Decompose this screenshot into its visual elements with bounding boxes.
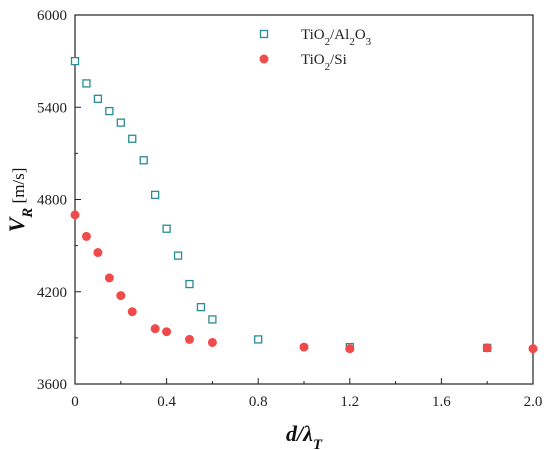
- data-point-square: [70, 56, 80, 66]
- data-point-square: [82, 79, 91, 88]
- legend-marker-circle: [259, 54, 269, 64]
- data-point-square: [105, 106, 114, 116]
- legend-label: TiO2/Al2O3: [301, 27, 372, 48]
- data-point-circle: [81, 231, 91, 241]
- data-point-square: [208, 315, 217, 324]
- data-point-square: [162, 224, 171, 233]
- y-tick-label: 5400: [37, 100, 67, 116]
- data-point-square: [128, 134, 137, 143]
- data-point-square: [150, 190, 160, 200]
- legend-marker-square: [259, 29, 269, 39]
- data-point-circle: [93, 248, 103, 258]
- data-point-square: [196, 302, 206, 312]
- data-point-square: [116, 118, 125, 127]
- data-point-square: [93, 94, 103, 103]
- x-tick-label: 1.6: [432, 394, 451, 410]
- data-point-circle: [127, 307, 137, 317]
- y-axis-title: VR [m/s]: [4, 168, 36, 233]
- data-point-square: [185, 279, 194, 289]
- y-tick-label: 4200: [37, 285, 67, 301]
- x-tick-label: 0: [71, 394, 79, 410]
- data-point-circle: [162, 327, 172, 337]
- y-tick-label: 6000: [37, 8, 67, 24]
- tick-labels: 0 0.4 0.8 1.2 1.6 2.0 3600 4200 4800 5400 6000: [37, 8, 542, 410]
- y-tick-label: 4800: [37, 193, 67, 209]
- data-point-square: [139, 156, 148, 165]
- data-point-circle: [104, 273, 114, 283]
- data-point-circle: [70, 210, 80, 220]
- x-axis-title: d/λT: [286, 421, 323, 450]
- data-point-circle: [116, 291, 126, 301]
- data-point-circle: [185, 334, 194, 344]
- plot-area: [74, 14, 534, 385]
- data-point-square: [254, 335, 263, 344]
- legend: TiO2/Al2O3 TiO2/Si: [259, 27, 372, 73]
- data-point-square: [173, 251, 183, 260]
- x-tick-label: 2.0: [524, 394, 543, 410]
- data-point-circle: [299, 342, 309, 352]
- data-point-circle: [345, 344, 355, 354]
- data-point-circle: [482, 343, 492, 353]
- data-point-circle: [207, 337, 217, 347]
- data-point-circle: [150, 324, 160, 334]
- data-point-circle: [528, 344, 538, 354]
- x-tick-label: 1.2: [340, 394, 359, 410]
- data-points: [70, 56, 538, 354]
- x-tick-label: 0.8: [249, 394, 268, 410]
- x-tick-label: 0.4: [157, 394, 176, 410]
- legend-label: TiO2/Si: [301, 52, 347, 73]
- axis-ticks: [74, 14, 534, 385]
- y-tick-label: 3600: [37, 377, 67, 393]
